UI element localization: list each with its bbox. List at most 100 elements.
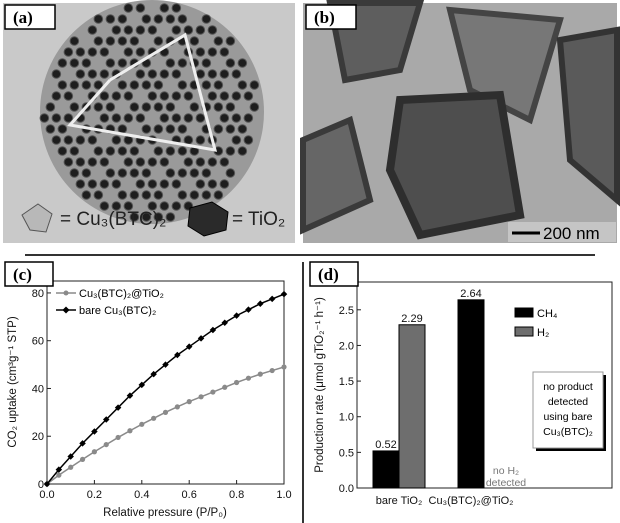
tio2-particle xyxy=(129,36,140,46)
tio2-particle xyxy=(129,102,140,112)
tio2-particle xyxy=(123,3,134,13)
tio2-particle xyxy=(75,69,86,79)
tio2-particle xyxy=(147,25,158,35)
panel-c-label-box xyxy=(4,261,54,287)
tio2-particle xyxy=(117,190,128,200)
data-point xyxy=(127,428,133,434)
data-point xyxy=(115,434,121,441)
data-point xyxy=(68,464,74,470)
tio2-particle xyxy=(177,146,188,156)
tio2-particle xyxy=(177,190,188,200)
tio2-particle xyxy=(63,135,74,145)
tio2-particle xyxy=(231,135,242,145)
tio2-particle xyxy=(177,124,188,134)
note-line: Cu₃(BTC)₂ xyxy=(543,426,593,438)
tio2-particle xyxy=(183,157,194,167)
tio2-particle xyxy=(99,113,110,123)
tio2-particle xyxy=(69,168,80,178)
panel-c-label: (c) xyxy=(13,265,32,284)
tio2-particle xyxy=(123,157,134,167)
panel-a: (a) = Cu₃(BTC)₂ = TiO₂ xyxy=(3,0,295,243)
data-point xyxy=(79,440,86,447)
tio2-particle xyxy=(123,47,134,57)
tio2-particle xyxy=(153,146,164,156)
tio2-particle xyxy=(135,47,146,57)
data-point xyxy=(233,312,240,319)
tio2-particle xyxy=(147,201,158,211)
tio2-particle xyxy=(231,113,242,123)
data-point xyxy=(162,409,169,415)
tio2-particle xyxy=(135,69,146,79)
tio2-particle xyxy=(201,168,212,178)
tio2-particle xyxy=(207,157,218,167)
tio2-particle xyxy=(117,14,128,24)
tio2-particle xyxy=(51,113,62,123)
tio2-particle xyxy=(57,58,68,68)
tio2-particle xyxy=(153,124,164,134)
tio2-particle xyxy=(165,58,176,68)
tio2-particle xyxy=(159,157,170,167)
tio2-particle xyxy=(243,91,254,101)
tem-crystal xyxy=(556,26,620,207)
tio2-particle xyxy=(213,80,224,90)
tio2-particles xyxy=(39,3,260,222)
x-tick-label: 0.6 xyxy=(182,489,197,501)
tio2-particle xyxy=(225,36,236,46)
tio2-particle xyxy=(219,157,230,167)
tio2-particle xyxy=(183,25,194,35)
data-point xyxy=(209,326,217,334)
data-point xyxy=(103,441,109,448)
tio2-particle xyxy=(153,212,164,222)
x-tick-label: bare TiO₂ xyxy=(376,495,422,507)
tio2-particle xyxy=(117,146,128,156)
tio2-particle xyxy=(159,179,170,189)
data-point xyxy=(114,404,122,411)
x-tick-label: 0.0 xyxy=(39,489,54,501)
y-tick-label: 20 xyxy=(32,431,44,443)
tio2-particle xyxy=(105,146,116,156)
tio2-particle xyxy=(45,124,56,134)
tio2-particle xyxy=(105,168,116,178)
tio2-particle xyxy=(129,212,140,222)
tio2-particle xyxy=(123,113,134,123)
note-line: detected xyxy=(548,396,588,408)
scale-bar-bg xyxy=(508,222,616,242)
tio2-particle xyxy=(153,14,164,24)
tio2-particle xyxy=(135,179,146,189)
mof-octahedron-edges xyxy=(67,32,218,152)
tio2-particle xyxy=(207,47,218,57)
legend-marker-bare xyxy=(62,306,70,314)
tem-crystal xyxy=(385,90,525,240)
y-tick-label: 2.5 xyxy=(339,305,354,317)
tio2-particle xyxy=(219,113,230,123)
tio2-particle xyxy=(219,91,230,101)
tio2-particle xyxy=(207,179,218,189)
tio2-particle xyxy=(63,47,74,57)
tio2-particle xyxy=(177,80,188,90)
tio2-particle xyxy=(207,25,218,35)
legend-ti-text: = TiO₂ xyxy=(232,209,285,230)
tio2-particle xyxy=(159,201,170,211)
tio2-particle xyxy=(57,146,68,156)
note-box xyxy=(532,371,604,449)
data-point xyxy=(102,416,110,423)
tio2-particle xyxy=(219,179,230,189)
tio2-particle xyxy=(183,135,194,145)
tio2-particle xyxy=(141,14,152,24)
tio2-particle xyxy=(123,91,134,101)
x-tick-label: Cu₃(BTC)₂@TiO₂ xyxy=(429,495,514,507)
tio2-particle xyxy=(69,80,80,90)
tio2-particle xyxy=(237,146,248,156)
tio2-particle xyxy=(219,47,230,57)
nanoparticle-sphere xyxy=(40,0,264,224)
no-h2-annotation: detected xyxy=(486,477,526,489)
tio2-particle xyxy=(111,25,122,35)
legend-text-ch4: CH₄ xyxy=(537,308,558,320)
data-point xyxy=(257,300,264,307)
tio2-particle xyxy=(111,179,122,189)
tio2-particle xyxy=(87,25,98,35)
tio2-particle xyxy=(195,157,206,167)
tio2-particle xyxy=(225,168,236,178)
tio2-particle xyxy=(147,157,158,167)
tio2-particle xyxy=(165,124,176,134)
